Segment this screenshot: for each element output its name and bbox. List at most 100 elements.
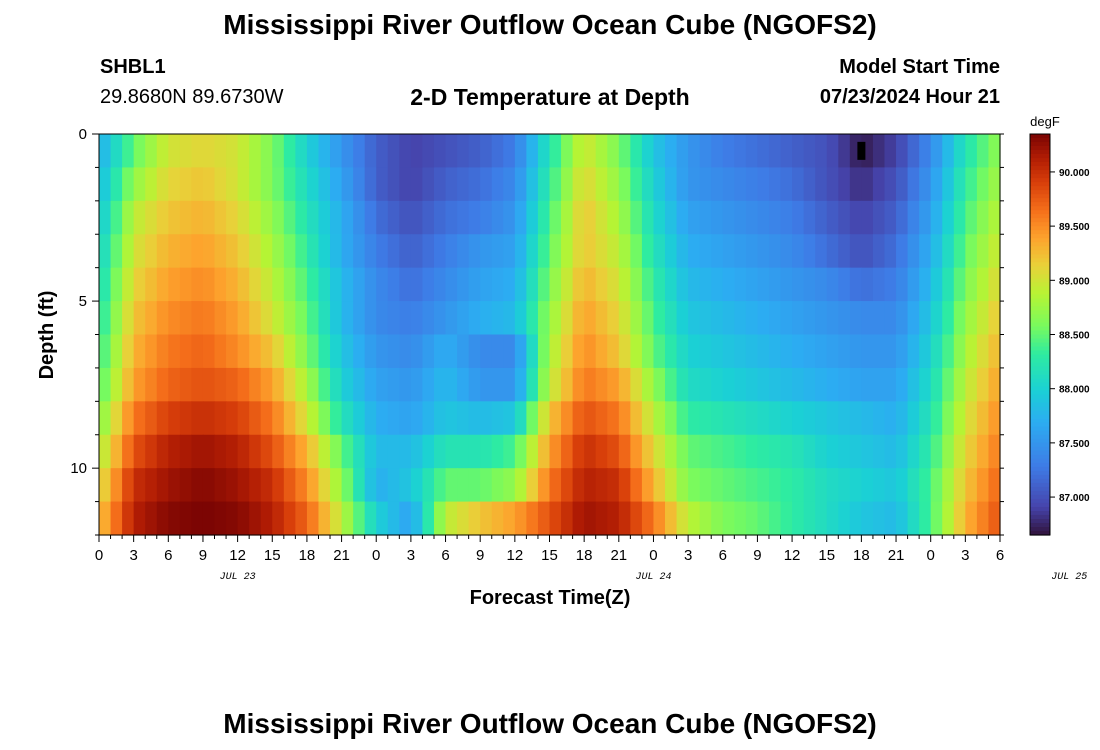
colorbar-band <box>1030 270 1050 275</box>
heatmap-cell <box>907 200 920 235</box>
heatmap-cell <box>768 134 782 169</box>
heatmap-cell <box>792 301 805 336</box>
heatmap-cell <box>688 301 701 336</box>
x-tick-label: 3 <box>129 547 137 564</box>
heatmap-cell <box>341 334 354 369</box>
heatmap-cell <box>745 501 759 536</box>
heatmap-cell <box>803 501 816 536</box>
colorbar-band <box>1030 258 1050 263</box>
heatmap-cell <box>237 267 250 302</box>
heatmap-cell <box>953 501 966 536</box>
heatmap-cell <box>618 134 631 169</box>
heatmap-cell <box>942 501 955 536</box>
heatmap-cell <box>630 367 643 402</box>
heatmap-cell <box>607 468 620 503</box>
heatmap-cell <box>930 200 943 235</box>
heatmap-cell <box>838 434 851 469</box>
colorbar-band <box>1030 442 1050 448</box>
heatmap-cell <box>595 334 608 369</box>
heatmap-cell <box>260 501 273 536</box>
heatmap-cell <box>214 334 227 369</box>
heatmap-cell <box>364 301 377 336</box>
heatmap-cell <box>965 367 978 402</box>
heatmap-cell <box>641 167 655 202</box>
heatmap-cell <box>260 401 273 436</box>
heatmap-cell <box>457 434 470 469</box>
heatmap-cell <box>780 434 793 469</box>
heatmap-cell <box>480 434 493 469</box>
heatmap-cell <box>745 434 759 469</box>
heatmap-cell <box>387 301 400 336</box>
heatmap-cell <box>133 468 146 503</box>
heatmap-cell <box>849 401 862 436</box>
heatmap-cell <box>179 401 193 436</box>
heatmap-cell <box>965 334 978 369</box>
heatmap-cell <box>757 301 770 336</box>
x-tick-label: 0 <box>927 547 935 564</box>
heatmap-cell <box>745 167 759 202</box>
heatmap-cell <box>976 234 990 269</box>
colorbar-band <box>1030 230 1050 235</box>
colorbar-band <box>1030 486 1050 492</box>
heatmap-cell <box>896 234 909 269</box>
heatmap-cell <box>306 301 320 336</box>
heatmap-cell <box>353 267 366 302</box>
heatmap-cell <box>942 334 955 369</box>
heatmap-cell <box>283 301 296 336</box>
heatmap-cell <box>734 367 747 402</box>
heatmap-cell <box>711 200 724 235</box>
heatmap-cell <box>745 234 759 269</box>
heatmap-cell <box>306 468 320 503</box>
colorbar-band <box>1030 502 1050 508</box>
colorbar-band <box>1030 306 1050 312</box>
heatmap-cell <box>179 434 193 469</box>
x-tick-label: 12 <box>784 547 801 564</box>
heatmap-cell <box>630 434 643 469</box>
heatmap-cell <box>468 301 481 336</box>
x-date-label: JUL 25 <box>1051 572 1087 583</box>
heatmap-cell <box>688 134 701 169</box>
heatmap-cell <box>214 468 227 503</box>
heatmap-cell <box>156 267 169 302</box>
heatmap-cell <box>976 301 990 336</box>
heatmap-cell <box>930 267 943 302</box>
x-tick-label: 3 <box>407 547 415 564</box>
heatmap-cell <box>734 468 747 503</box>
heatmap-cell <box>353 234 366 269</box>
heatmap-cell <box>976 134 990 169</box>
heatmap-cell <box>896 267 909 302</box>
heatmap-cell <box>584 367 597 402</box>
heatmap-cell <box>433 367 447 402</box>
heatmap-cell <box>249 167 262 202</box>
x-tick-label: 9 <box>199 547 207 564</box>
heatmap-cell <box>110 334 123 369</box>
heatmap-cell <box>214 434 227 469</box>
x-tick-label: 15 <box>264 547 281 564</box>
heatmap-cell <box>468 167 481 202</box>
heatmap-cell <box>249 200 262 235</box>
heatmap-cell <box>353 334 366 369</box>
x-tick-label: 6 <box>996 547 1004 564</box>
heatmap-cell <box>942 367 955 402</box>
colorbar-band <box>1030 146 1050 151</box>
heatmap-cell <box>919 167 932 202</box>
heatmap-cell <box>976 200 990 235</box>
heatmap-cell <box>214 501 227 536</box>
colorbar-band <box>1030 278 1050 283</box>
heatmap-cell <box>491 334 504 369</box>
heatmap-cell <box>410 367 424 402</box>
heatmap-cell <box>561 134 574 169</box>
heatmap-cell <box>283 468 296 503</box>
heatmap-cell <box>226 167 239 202</box>
colorbar-band <box>1030 334 1050 340</box>
heatmap-cell <box>318 401 331 436</box>
heatmap-cell <box>330 134 343 169</box>
heatmap-cell <box>526 468 539 503</box>
heatmap-cell <box>768 468 782 503</box>
heatmap-cell <box>595 301 608 336</box>
heatmap-cell <box>364 334 377 369</box>
heatmap-cell <box>792 468 805 503</box>
heatmap-cell <box>641 434 655 469</box>
heatmap-cell <box>260 200 273 235</box>
heatmap-cell <box>653 200 666 235</box>
